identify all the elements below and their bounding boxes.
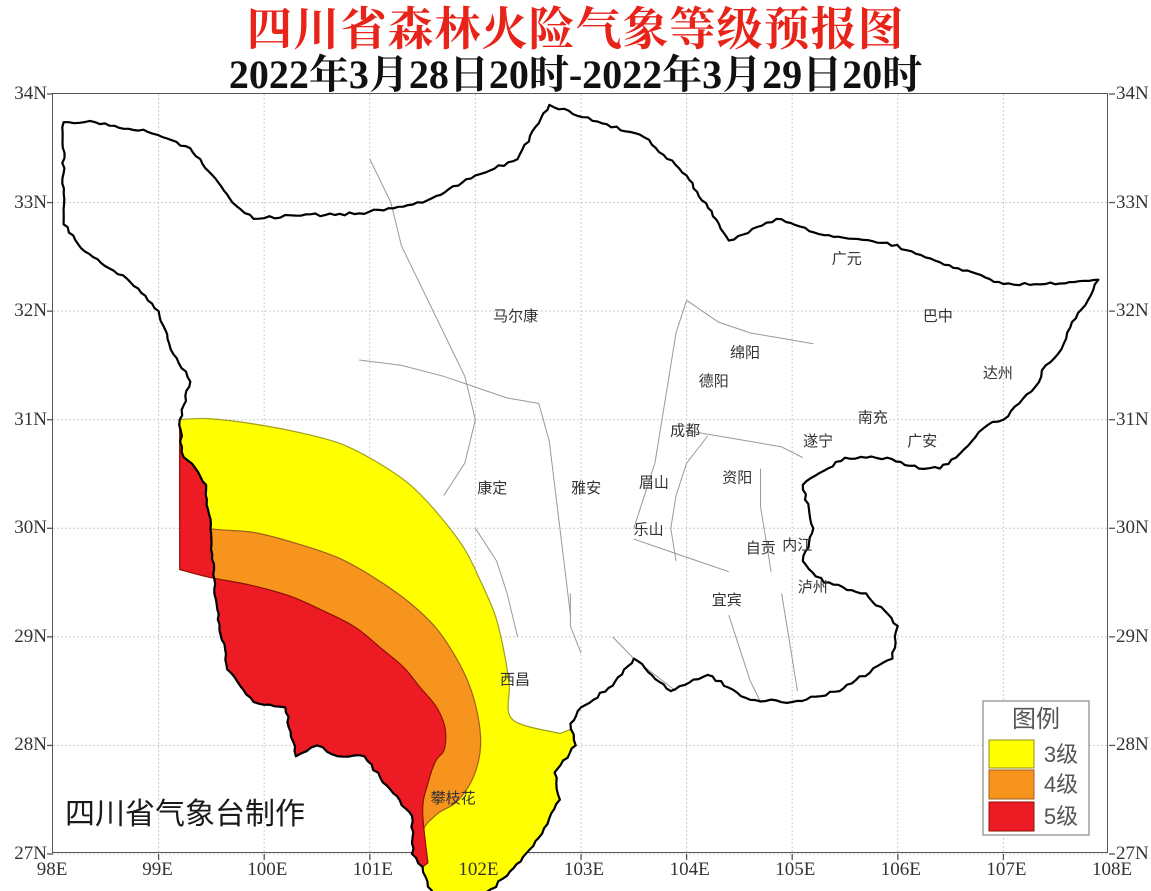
- svg-text:德阳: 德阳: [699, 372, 729, 390]
- svg-text:南充: 南充: [858, 410, 888, 427]
- svg-text:宜宾: 宜宾: [712, 592, 742, 609]
- svg-text:3级: 3级: [1044, 742, 1078, 767]
- svg-text:雅安: 雅安: [571, 480, 601, 497]
- svg-text:乐山: 乐山: [634, 522, 664, 539]
- svg-text:广元: 广元: [832, 251, 862, 268]
- svg-text:自贡: 自贡: [746, 540, 776, 557]
- svg-text:攀枝花: 攀枝花: [431, 790, 476, 807]
- svg-text:4级: 4级: [1044, 772, 1078, 797]
- svg-text:广安: 广安: [907, 433, 937, 450]
- svg-text:康定: 康定: [477, 480, 507, 497]
- svg-text:泸州: 泸州: [798, 579, 828, 596]
- svg-text:马尔康: 马尔康: [493, 308, 538, 325]
- svg-text:内江: 内江: [782, 537, 812, 554]
- svg-text:西昌: 西昌: [500, 671, 530, 688]
- svg-text:达州: 达州: [983, 365, 1013, 382]
- svg-text:5级: 5级: [1044, 804, 1078, 829]
- svg-text:图例: 图例: [1012, 706, 1060, 733]
- svg-text:资阳: 资阳: [722, 470, 752, 487]
- svg-text:成都: 成都: [670, 423, 700, 440]
- svg-text:眉山: 眉山: [639, 475, 669, 492]
- svg-text:遂宁: 遂宁: [803, 433, 833, 450]
- svg-text:巴中: 巴中: [923, 308, 953, 325]
- svg-text:绵阳: 绵阳: [730, 344, 760, 361]
- svg-text:四川省气象台制作: 四川省气象台制作: [65, 798, 305, 831]
